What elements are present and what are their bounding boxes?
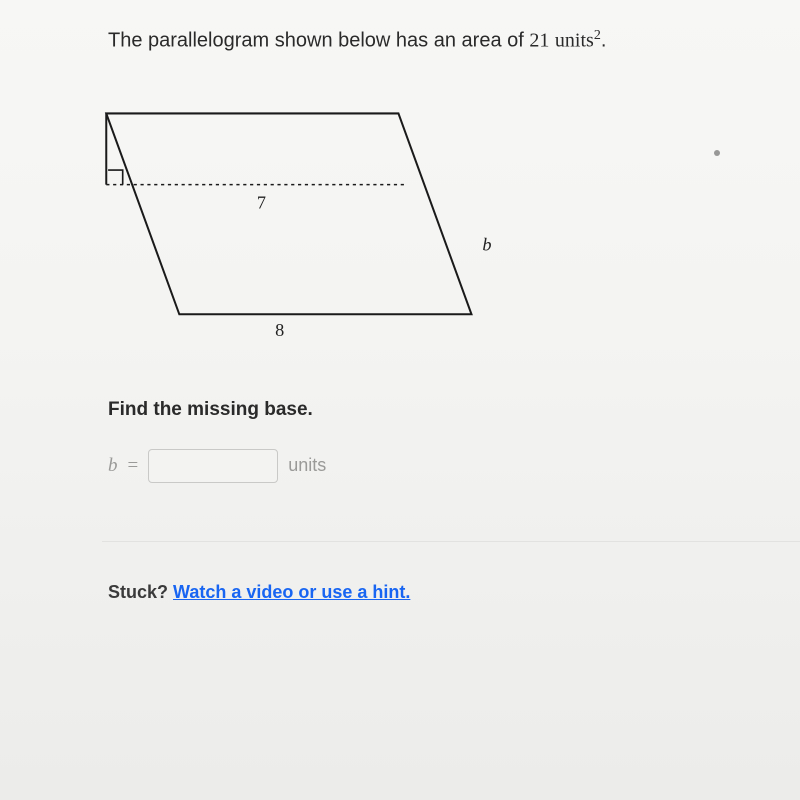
problem-suffix: . [601,30,607,52]
problem-area-value: 21 [529,30,549,52]
parallelogram-figure: 7 8 b [88,95,744,351]
answer-units: units [288,455,326,476]
stuck-row: Stuck? Watch a video or use a hint. [108,582,744,603]
answer-variable: b [108,455,118,477]
right-angle-marker [108,170,123,185]
answer-equals: = [128,455,139,477]
stuck-label: Stuck? [108,582,173,602]
label-b: b [482,234,491,254]
label-8: 8 [275,320,284,340]
divider [102,541,800,542]
stray-dot [714,150,720,156]
answer-row: b = units [108,449,744,483]
problem-exponent: 2 [594,28,601,43]
find-base-prompt: Find the missing base. [108,399,744,421]
problem-units: units [555,30,594,52]
label-7: 7 [257,192,266,212]
problem-prefix: The parallelogram shown below has an are… [108,30,529,52]
parallelogram-svg: 7 8 b [88,95,508,351]
hint-link[interactable]: Watch a video or use a hint. [173,582,410,602]
problem-statement: The parallelogram shown below has an are… [108,26,744,55]
parallelogram-outline [106,113,471,314]
answer-input[interactable] [148,449,278,483]
